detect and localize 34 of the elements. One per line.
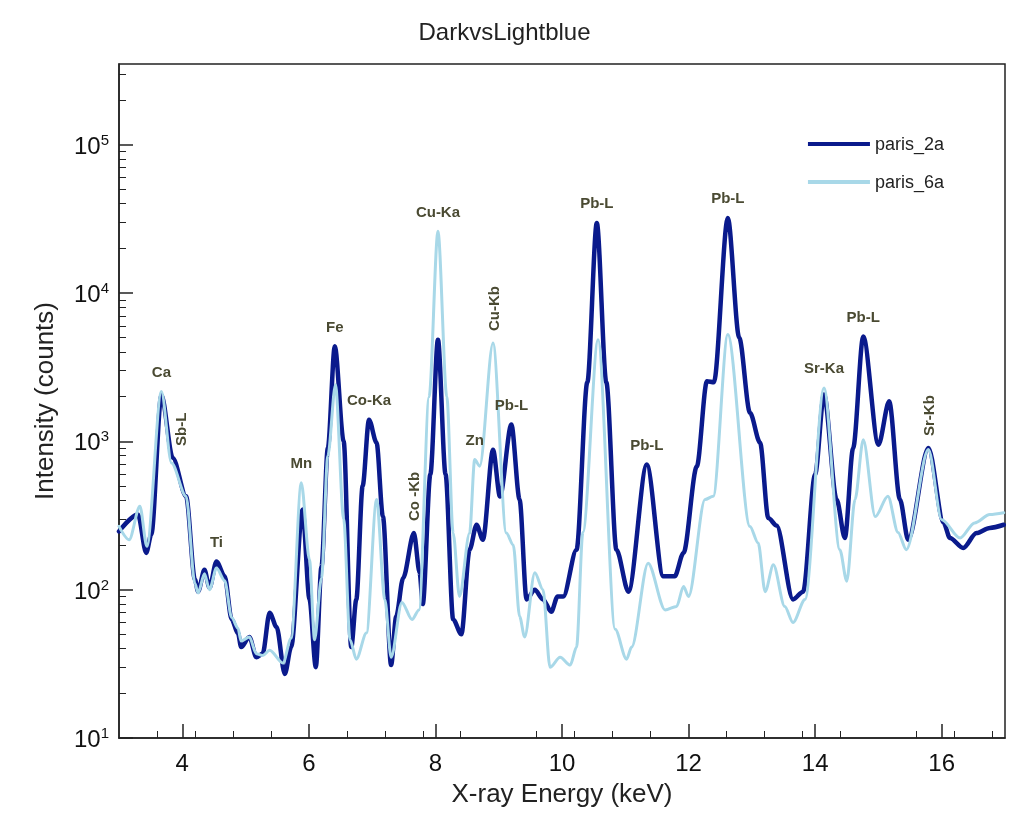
x-axis-title: X-ray Energy (keV) <box>451 778 673 808</box>
x-tick-label: 4 <box>175 748 189 776</box>
x-tick-label: 12 <box>675 748 702 776</box>
y-axis-title: Intensity (counts) <box>29 302 59 500</box>
x-tick-label: 14 <box>801 748 829 776</box>
chart-title: DarkvsLightblue <box>418 17 591 45</box>
annotation: Pb-L <box>630 436 664 454</box>
annotation: Cu-Ka <box>415 202 461 220</box>
annotation: Sb-L <box>172 412 190 446</box>
y-tick-label: 10$^{5}$ <box>73 130 109 159</box>
x-tick-label: 16 <box>928 748 956 776</box>
annotation: Fe <box>326 317 344 335</box>
annotation: Cu-Kb <box>484 286 502 332</box>
y-tick-label: 10$^{2}$ <box>73 575 109 604</box>
annotation: Pb-L <box>580 194 614 212</box>
x-tick-label: 8 <box>428 748 443 776</box>
y-tick-label: 10$^{1}$ <box>73 724 109 752</box>
annotation: Co -Kb <box>405 471 423 522</box>
y-tick-label: 10$^{3}$ <box>73 427 109 456</box>
annotation: Pb-L <box>711 189 745 207</box>
annotation: Sr-Ka <box>804 359 845 377</box>
x-tick-label: 6 <box>302 748 316 776</box>
legend-label: paris_6a <box>874 172 945 193</box>
annotation: Mn <box>290 454 313 472</box>
x-tick-label: 10 <box>548 748 576 776</box>
y-tick-label: 10$^{4}$ <box>73 279 109 308</box>
annotation: Sr-Kb <box>919 395 937 436</box>
legend-label: paris_2a <box>874 134 945 155</box>
annotation: Pb-L <box>846 307 880 325</box>
annotation: Pb-L <box>494 395 529 413</box>
annotation: Zn <box>465 431 484 449</box>
annotation: Co-Ka <box>346 391 392 409</box>
annotation: Ti <box>209 532 223 550</box>
annotation: Ca <box>151 362 172 380</box>
